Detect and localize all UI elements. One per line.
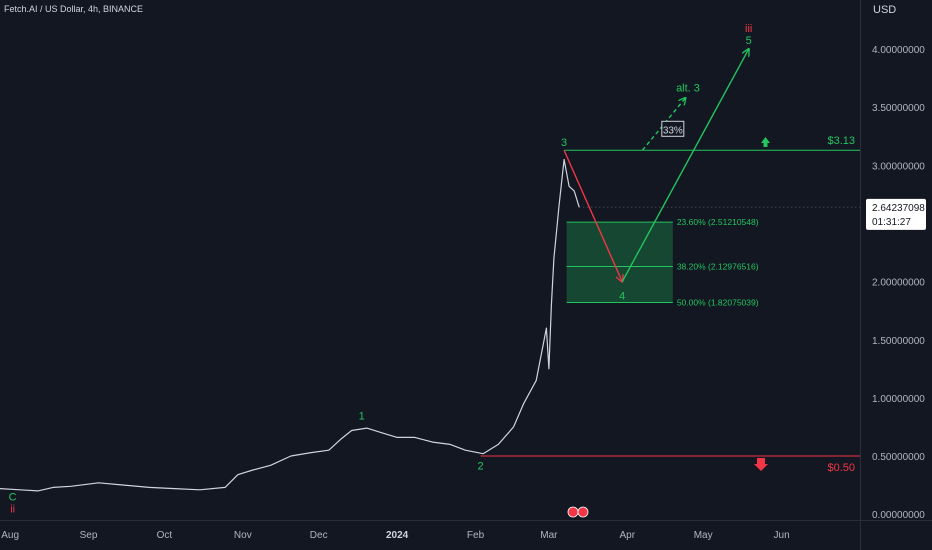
percent-label: 33% bbox=[663, 125, 683, 136]
x-tick-label: Feb bbox=[467, 530, 485, 541]
fib-level-label: 23.60% (2.51210548) bbox=[677, 217, 759, 227]
wave-label: ii bbox=[10, 503, 15, 515]
event-icon bbox=[577, 506, 589, 518]
price-line bbox=[0, 158, 580, 492]
wave-label: 5 bbox=[746, 35, 752, 47]
event-icon bbox=[567, 506, 579, 518]
price-tag-value: 2.64237098 bbox=[872, 203, 925, 214]
y-tick-label: 3.50000000 bbox=[872, 103, 925, 114]
y-tick-label: 1.00000000 bbox=[872, 394, 925, 405]
y-tick-label: 4.00000000 bbox=[872, 45, 925, 56]
x-tick-label: Aug bbox=[1, 530, 19, 541]
wave-label: 3 bbox=[561, 137, 567, 149]
price-axis[interactable]: 0.00000000 0.50000000 1.00000000 1.50000000… bbox=[866, 45, 926, 521]
fib-level-label: 50.00% (1.82075039) bbox=[677, 297, 759, 307]
time-axis[interactable]: Aug Sep Oct Nov Dec 2024 Feb Mar Apr May Jun bbox=[1, 530, 789, 541]
y-tick-label: 2.00000000 bbox=[872, 278, 925, 289]
price-tag-box bbox=[866, 198, 926, 230]
y-tick-label: 0.00000000 bbox=[872, 510, 925, 521]
wave-label: 2 bbox=[478, 460, 484, 472]
x-tick-label: 2024 bbox=[386, 530, 409, 541]
wave-label: alt. 3 bbox=[676, 82, 700, 94]
x-tick-label: Sep bbox=[80, 530, 98, 541]
x-tick-label: Dec bbox=[310, 530, 328, 541]
symbol-title: Fetch.AI / US Dollar, 4h, BINANCE bbox=[4, 4, 144, 14]
x-tick-label: Mar bbox=[540, 530, 558, 541]
resistance-label: $3.13 bbox=[827, 135, 855, 147]
y-tick-label: 1.50000000 bbox=[872, 336, 925, 347]
support-label: $0.50 bbox=[827, 462, 855, 474]
wave-label: 1 bbox=[359, 410, 365, 422]
x-tick-label: Apr bbox=[620, 530, 636, 541]
wave-label: C bbox=[9, 492, 17, 504]
x-tick-label: Nov bbox=[234, 530, 252, 541]
fib-level-label: 38.20% (2.12976516) bbox=[677, 262, 759, 272]
arrow-up-icon bbox=[761, 137, 770, 147]
wave-5-path bbox=[621, 49, 748, 282]
wave-4-path bbox=[563, 149, 622, 281]
arrow-down-icon bbox=[754, 458, 768, 471]
currency-selector[interactable]: USD bbox=[873, 4, 897, 16]
percent-box bbox=[661, 120, 685, 137]
x-tick-label: Oct bbox=[157, 530, 173, 541]
x-tick-label: May bbox=[694, 530, 713, 541]
x-tick-label: Jun bbox=[774, 530, 790, 541]
wave-label: 4 bbox=[619, 291, 625, 303]
y-tick-label: 3.00000000 bbox=[872, 161, 925, 172]
alt-wave-3-path bbox=[641, 98, 685, 151]
price-tag-countdown: 01:31:27 bbox=[872, 217, 911, 228]
wave-label: iii bbox=[745, 23, 752, 35]
y-tick-label: 0.50000000 bbox=[872, 452, 925, 463]
fib-zone bbox=[566, 222, 673, 303]
